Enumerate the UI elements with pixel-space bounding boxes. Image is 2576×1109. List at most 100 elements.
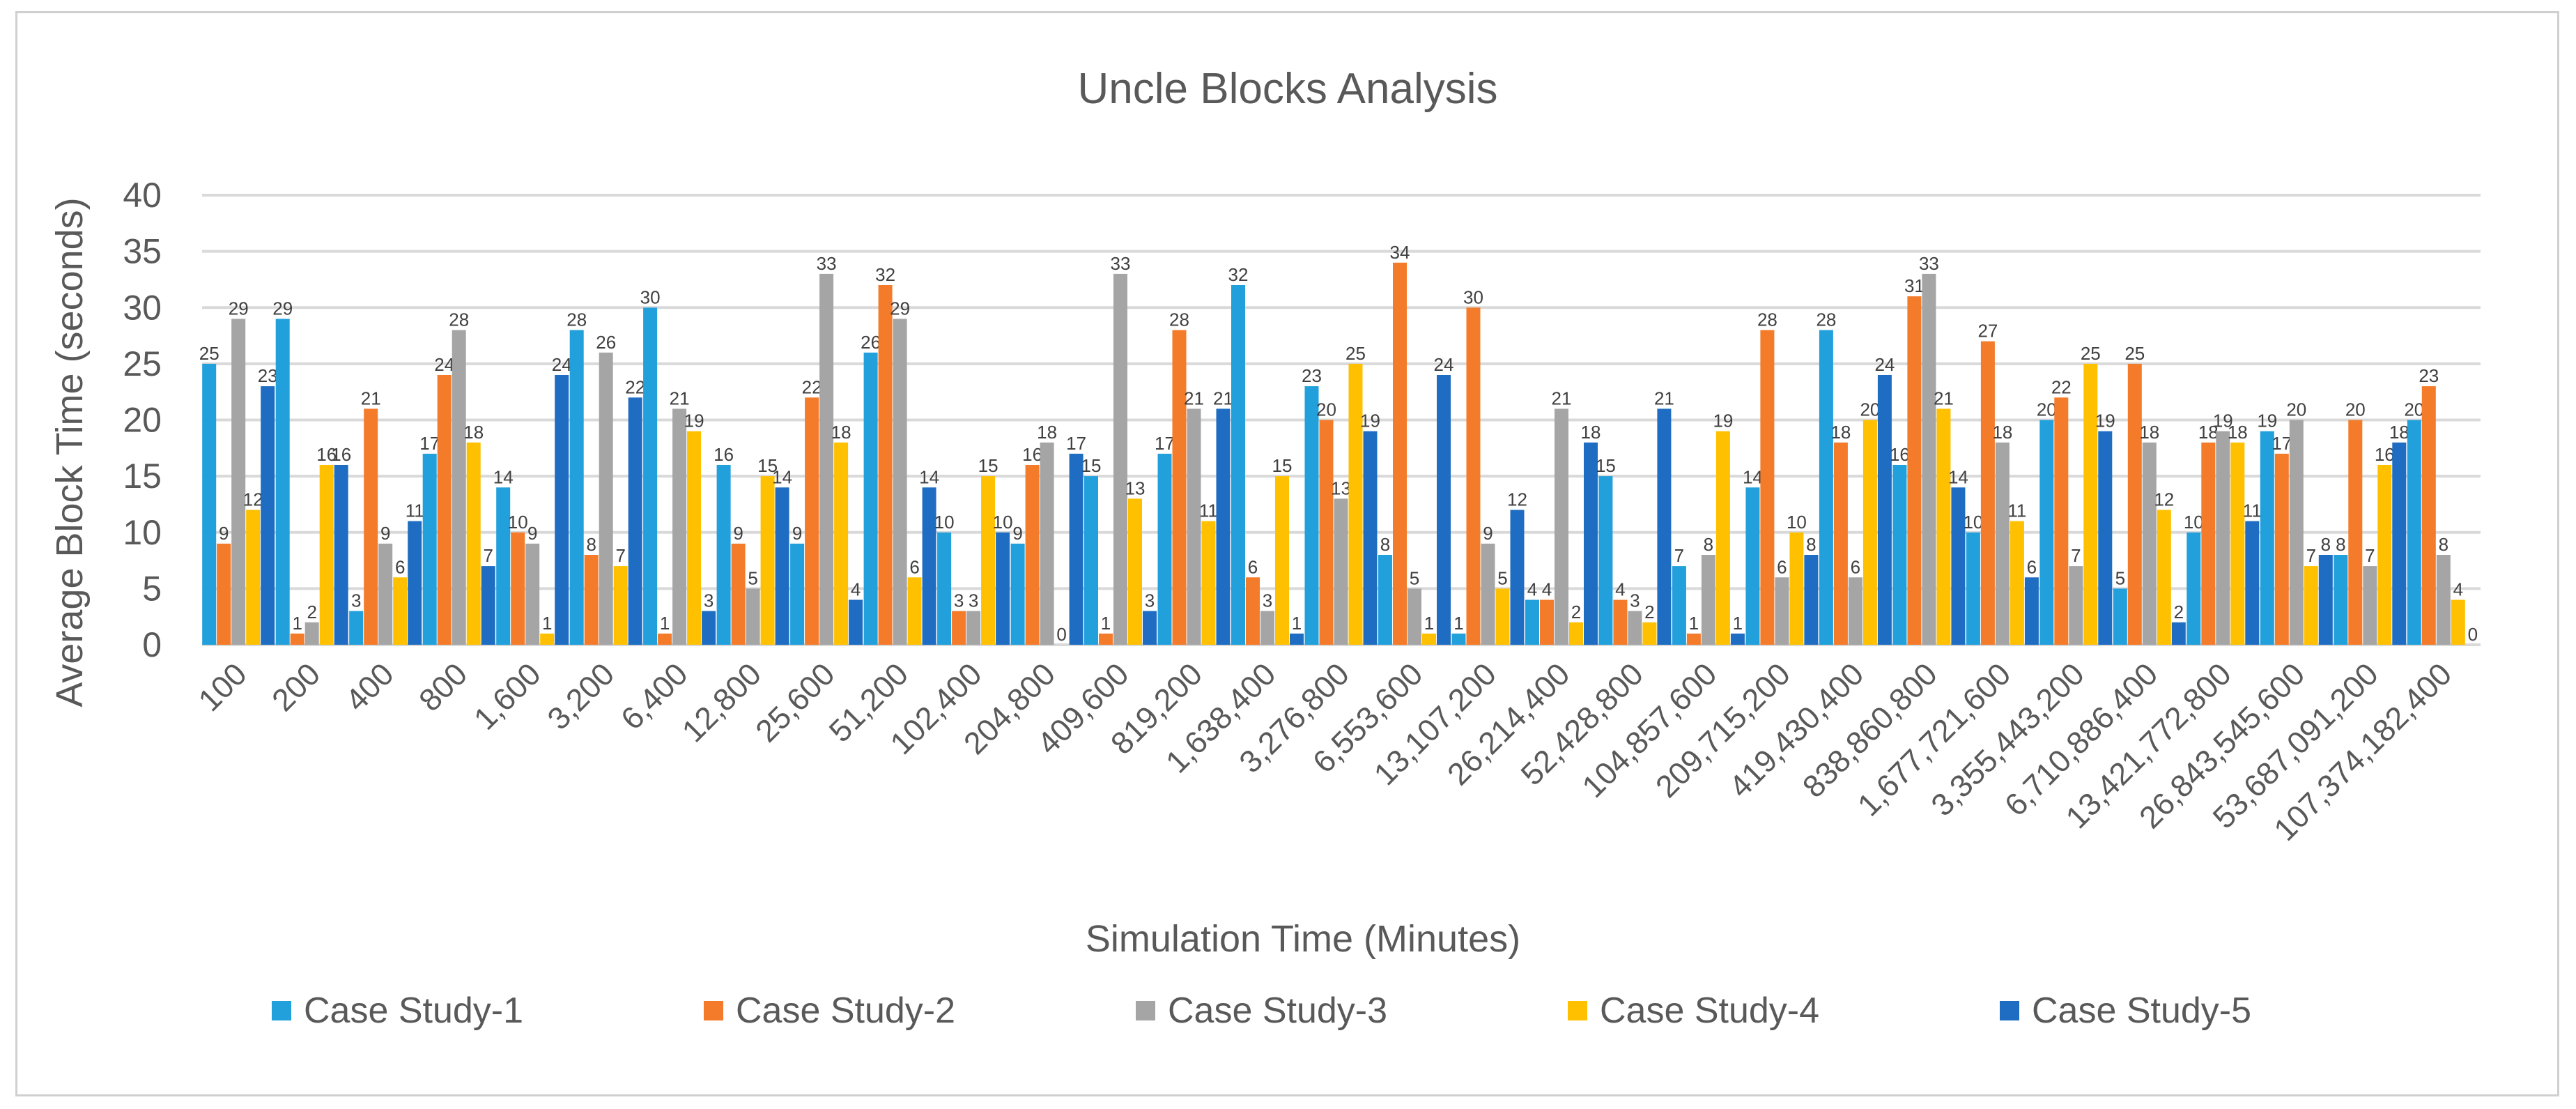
bar-value-label: 7 <box>615 545 625 566</box>
bar <box>2069 566 2083 645</box>
bar <box>2216 431 2230 645</box>
bar-value-label: 14 <box>493 466 514 487</box>
bar <box>555 375 569 645</box>
bar <box>2436 555 2451 645</box>
bar-value-label: 24 <box>552 354 572 375</box>
bar <box>1378 555 1392 645</box>
bar <box>1128 498 1142 645</box>
bar <box>304 622 319 645</box>
bar-value-label: 20 <box>2345 399 2366 420</box>
bar <box>702 611 716 645</box>
bar <box>2304 566 2318 645</box>
bar-value-label: 2 <box>2174 602 2184 622</box>
bar <box>1040 442 1054 645</box>
bar-value-label: 18 <box>1581 422 1601 443</box>
bar <box>746 588 760 645</box>
bar <box>1613 599 1628 645</box>
x-tick-label: 3,200 <box>541 656 622 737</box>
bar-value-label: 18 <box>1992 422 2012 443</box>
bar-value-label: 10 <box>934 512 955 533</box>
bar-value-label: 6 <box>1777 556 1787 577</box>
bar <box>217 543 231 645</box>
bar-value-label: 12 <box>243 489 263 510</box>
bar <box>319 465 334 645</box>
bar <box>2142 442 2157 645</box>
bar-value-label: 3 <box>1145 590 1155 611</box>
bar <box>1584 442 1598 645</box>
bar-value-label: 4 <box>1527 579 1537 600</box>
chart-title: Uncle Blocks Analysis <box>1077 65 1497 113</box>
y-tick-label: 15 <box>123 457 162 496</box>
bar-value-label: 1 <box>292 613 302 634</box>
bar <box>496 487 511 645</box>
bar-value-label: 5 <box>2115 567 2125 588</box>
x-tick-label: 800 <box>412 656 474 718</box>
bar-value-label: 33 <box>1111 253 1131 274</box>
bar-value-label: 14 <box>919 466 939 487</box>
bar <box>760 476 775 645</box>
bar-value-label: 7 <box>2071 545 2081 566</box>
y-tick-label: 40 <box>123 176 162 215</box>
bar <box>613 566 628 645</box>
legend-swatch <box>272 1001 291 1020</box>
x-tick-label: 1,600 <box>467 656 548 737</box>
bar <box>1804 555 1819 645</box>
bar-value-label: 6 <box>2027 556 2037 577</box>
bar <box>893 319 907 645</box>
bar-value-label: 7 <box>1674 545 1684 566</box>
bar-value-label: 15 <box>1272 455 1293 476</box>
bar <box>202 363 217 645</box>
bar <box>540 633 555 645</box>
bar <box>1819 330 1833 645</box>
bar <box>1143 611 1157 645</box>
bar-value-label: 8 <box>1806 534 1816 555</box>
bar-value-label: 33 <box>1919 253 1939 274</box>
bar <box>1892 465 1907 645</box>
bar <box>819 273 834 645</box>
bar <box>1907 296 1922 645</box>
bar <box>334 465 348 645</box>
bar <box>1715 431 1730 645</box>
bar <box>2407 420 2421 645</box>
bar-value-label: 21 <box>1184 388 1204 408</box>
bar-value-label: 28 <box>1816 309 1836 330</box>
legend-swatch <box>2000 1001 2019 1020</box>
bar <box>1555 408 1568 645</box>
bar-value-label: 29 <box>272 298 293 319</box>
y-tick-label: 20 <box>123 401 162 440</box>
bar-value-label: 8 <box>586 534 596 555</box>
bar-value-label: 21 <box>670 388 690 408</box>
bar-value-label: 28 <box>1169 309 1189 330</box>
bar-value-label: 23 <box>258 365 278 386</box>
bar <box>2113 588 2127 645</box>
bar <box>643 307 658 645</box>
bar <box>1466 307 1481 645</box>
bar <box>2171 622 2186 645</box>
bar <box>1334 498 1348 645</box>
y-axis-title: Average Block Time (seconds) <box>49 197 91 707</box>
bar <box>481 566 495 645</box>
bar-value-label: 4 <box>2453 579 2463 600</box>
bar <box>2039 420 2054 645</box>
bar <box>775 487 789 645</box>
bar-value-label: 13 <box>1331 477 1351 498</box>
bar-value-label: 19 <box>1713 411 1733 431</box>
x-axis-title: Simulation Time (Minutes) <box>1086 918 1520 960</box>
x-tick-label: 100 <box>192 656 254 718</box>
bar <box>922 487 936 645</box>
bar <box>437 375 452 645</box>
bar-value-label: 7 <box>2306 545 2316 566</box>
bar <box>2054 397 2069 645</box>
bar-value-label: 15 <box>757 455 778 476</box>
bar-value-label: 9 <box>1483 523 1493 544</box>
bar <box>1980 341 1995 645</box>
y-tick-label: 25 <box>123 344 162 383</box>
bar <box>1304 386 1319 645</box>
y-tick-label: 5 <box>142 569 162 608</box>
bar <box>966 611 981 645</box>
bar-value-label: 22 <box>802 376 822 397</box>
bar <box>1187 408 1201 645</box>
bar <box>378 543 393 645</box>
bar <box>511 532 525 645</box>
bar-value-label: 14 <box>772 466 792 487</box>
